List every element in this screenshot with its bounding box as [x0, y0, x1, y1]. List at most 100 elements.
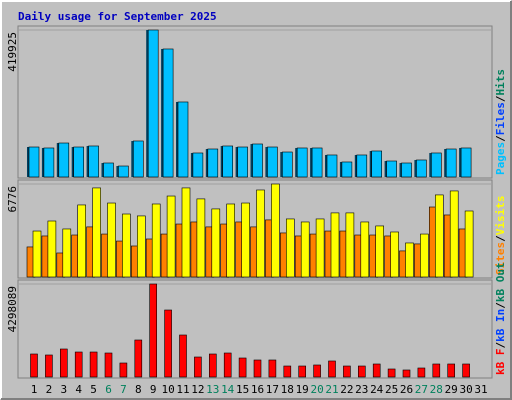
bar [311, 147, 323, 178]
bar [402, 369, 411, 378]
legend-separator: / [494, 342, 507, 349]
bar [296, 147, 308, 178]
x-tick-label: 8 [135, 383, 142, 396]
bar [345, 212, 355, 278]
bar [416, 159, 427, 178]
bar [267, 146, 278, 178]
x-tick-label: 26 [400, 383, 413, 396]
bar [445, 148, 457, 178]
bar [118, 165, 129, 178]
chart-title: Daily usage for September 2025 [18, 10, 217, 23]
legend-entry: kB F [494, 349, 507, 376]
x-tick-label: 25 [385, 383, 398, 396]
bar [356, 154, 368, 178]
x-tick-label: 3 [60, 383, 67, 396]
bar [430, 152, 442, 178]
bar [420, 233, 429, 278]
x-tick-label: 7 [120, 383, 127, 396]
bar [32, 230, 42, 278]
x-tick-label: 12 [191, 383, 204, 396]
x-tick-label: 18 [281, 383, 294, 396]
x-tick-label: 29 [445, 383, 458, 396]
y-tick-label: 419925 [6, 32, 19, 72]
x-tick-label: 1 [31, 383, 38, 396]
legend-separator: / [494, 302, 507, 309]
bar [252, 143, 263, 178]
x-tick-label: 4 [75, 383, 82, 396]
bar [166, 195, 176, 278]
x-tick-label: 16 [251, 383, 264, 396]
x-tick-label: 6 [105, 383, 112, 396]
bar [164, 309, 172, 378]
bar [372, 363, 381, 378]
bar [300, 221, 310, 278]
y-tick-label: 6776 [6, 186, 19, 213]
bar [59, 348, 68, 378]
bar [285, 218, 295, 278]
bar [107, 202, 116, 278]
bar [357, 365, 366, 378]
bar [462, 363, 470, 378]
bar [77, 204, 86, 278]
bar [47, 220, 57, 278]
x-tick-label: 14 [221, 383, 235, 396]
bar [371, 150, 383, 178]
x-tick-label: 30 [459, 383, 472, 396]
bar [298, 365, 307, 378]
legend-entry: kB Out [494, 262, 507, 302]
bar [360, 221, 370, 278]
x-tick-label: 19 [296, 383, 309, 396]
legend-entry: Hits [494, 69, 507, 96]
bar [89, 351, 98, 378]
bar [271, 183, 280, 278]
x-tick-label: 5 [90, 383, 97, 396]
bar [62, 228, 72, 278]
y-tick-label: 4298089 [6, 286, 19, 332]
bar [103, 162, 114, 178]
bar [209, 353, 217, 378]
bar [179, 334, 187, 378]
legend-entry: kB In [494, 309, 507, 342]
bar [401, 162, 412, 178]
legend: Sites/Visits [494, 196, 507, 276]
x-tick-label: 15 [236, 383, 249, 396]
x-tick-label: 9 [150, 383, 157, 396]
bar [92, 187, 101, 278]
bar [196, 198, 206, 278]
bar [449, 190, 459, 278]
bar [283, 365, 292, 378]
legend-entry: Visits [494, 196, 507, 236]
bar [149, 283, 157, 378]
x-tick-label: 17 [266, 383, 279, 396]
bar [181, 187, 191, 278]
legend-separator: / [494, 95, 507, 102]
legend-entry: Files [494, 102, 507, 135]
legend-separator: / [494, 235, 507, 242]
x-tick-label: 11 [176, 383, 189, 396]
bar [386, 160, 397, 178]
bar [137, 215, 146, 278]
x-tick-label: 28 [430, 383, 443, 396]
bar [74, 351, 83, 378]
bar [211, 208, 221, 278]
x-tick-label: 2 [46, 383, 53, 396]
bar [417, 367, 426, 378]
bar [192, 152, 204, 178]
x-tick-label: 22 [340, 383, 353, 396]
bar [268, 359, 277, 378]
bar [390, 231, 399, 278]
bar [387, 368, 396, 378]
bar [464, 210, 474, 278]
bar [226, 203, 235, 278]
bar [434, 194, 444, 278]
legend: kB F/kB In/kB Out [494, 262, 507, 375]
bar [104, 352, 113, 378]
x-tick-label: 27 [415, 383, 428, 396]
bar [315, 218, 325, 278]
bar [222, 145, 233, 178]
x-tick-label: 23 [355, 383, 368, 396]
bar [375, 225, 385, 278]
